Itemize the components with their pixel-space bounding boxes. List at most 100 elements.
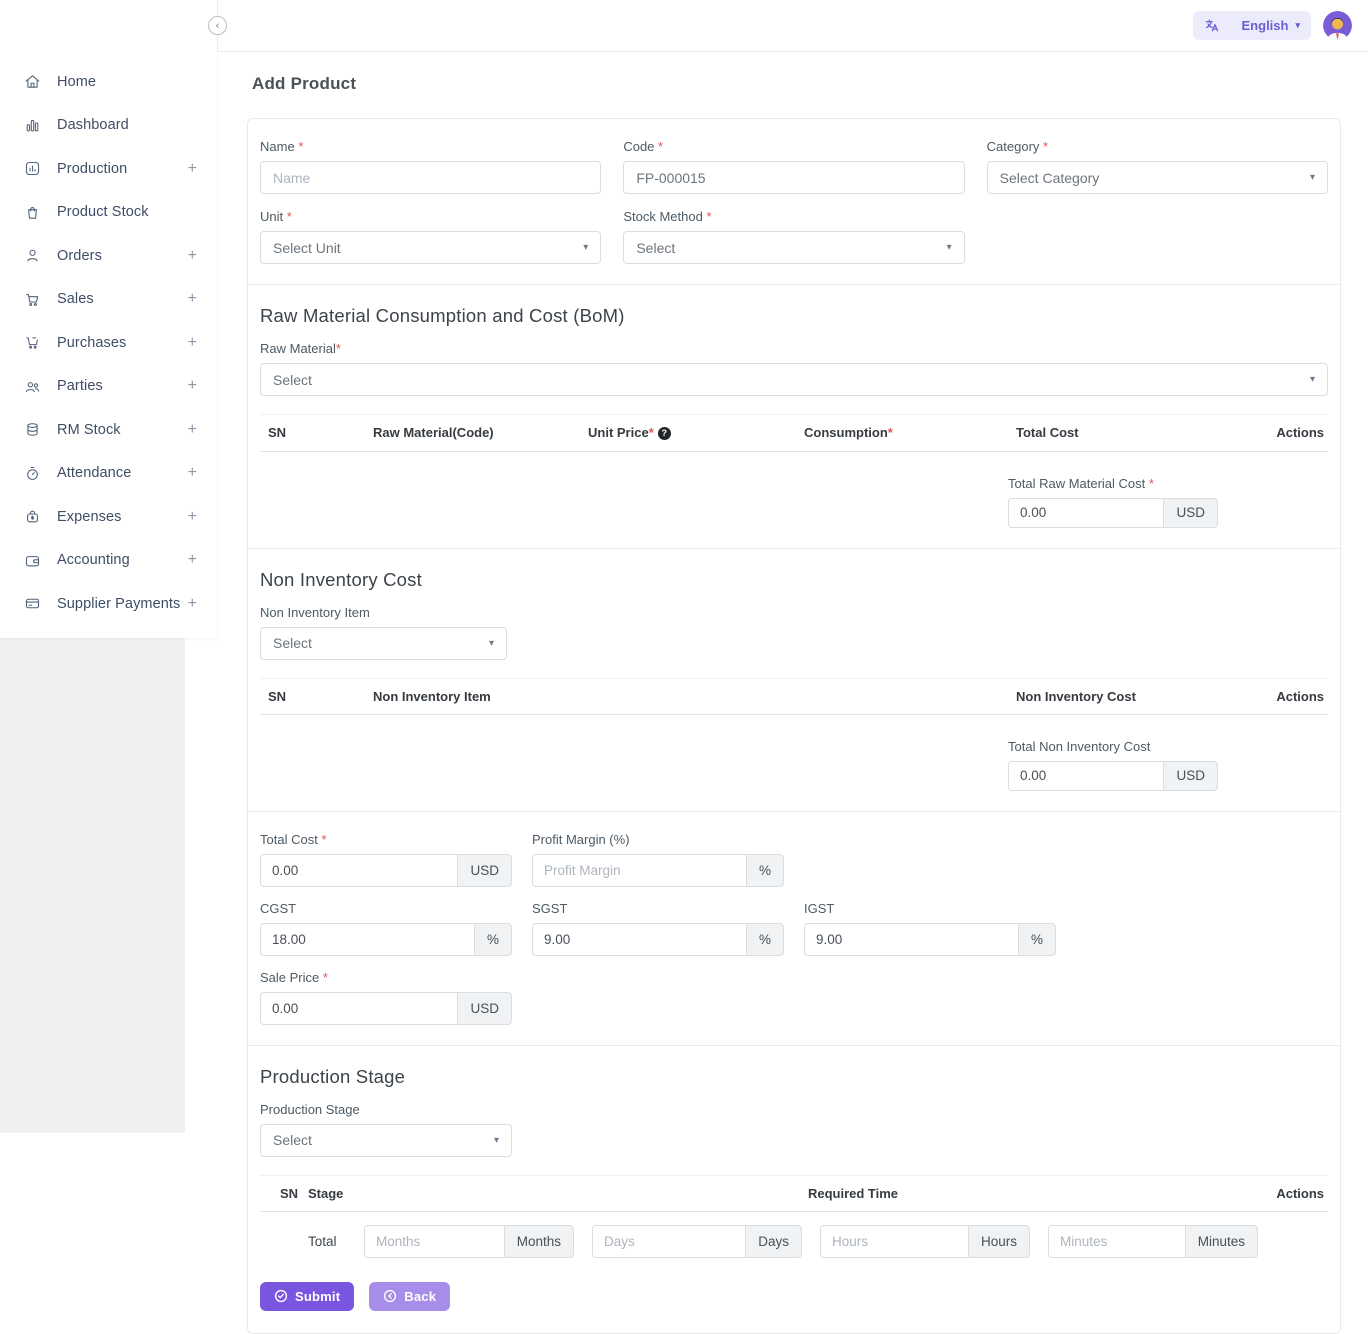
percent-addon: % xyxy=(1018,922,1056,956)
sidebar-item-label: Dashboard xyxy=(57,117,129,134)
sgst-label: SGST xyxy=(532,900,568,916)
unit-select[interactable]: Select Unit ▾ xyxy=(260,231,602,264)
sidebar-item-parties[interactable]: Parties + xyxy=(0,365,217,409)
sale-price-label: Sale Price * xyxy=(260,969,328,985)
top-bar: English ▾ xyxy=(217,0,1368,52)
currency-addon: USD xyxy=(1164,497,1218,528)
bom-table-header: SN Raw Material(Code) Unit Price*? Consu… xyxy=(260,414,1328,452)
raw-material-label: Raw Material* xyxy=(260,341,341,356)
minutes-input[interactable] xyxy=(1048,1224,1186,1258)
currency-addon: USD xyxy=(458,991,512,1025)
production-stage-total-row: Total Months Days Hours Minutes xyxy=(260,1212,1328,1264)
expand-plus-icon[interactable]: + xyxy=(187,507,197,525)
total-cost-input[interactable] xyxy=(260,853,459,887)
check-circle-icon xyxy=(274,1289,288,1303)
total-non-inventory-cost-label: Total Non Inventory Cost xyxy=(1008,738,1151,754)
caret-down-icon: ▾ xyxy=(493,1134,499,1146)
code-input[interactable] xyxy=(623,161,965,194)
expand-plus-icon[interactable]: + xyxy=(187,333,197,351)
igst-input[interactable] xyxy=(804,922,1019,956)
sidebar-item-product-stock[interactable]: Product Stock xyxy=(0,191,217,235)
total-raw-material-cost-field: Total Raw Material Cost * USD xyxy=(1008,476,1218,528)
percent-addon: % xyxy=(746,922,784,956)
sgst-input[interactable] xyxy=(532,922,747,956)
sidebar-item-rm-stock[interactable]: RM Stock + xyxy=(0,408,217,452)
rm-stock-icon xyxy=(24,421,41,438)
sidebar-collapse-button[interactable]: ‹ xyxy=(208,16,227,35)
cgst-label: CGST xyxy=(260,900,297,916)
sale-price-input[interactable] xyxy=(260,991,459,1025)
back-button[interactable]: Back xyxy=(369,1281,451,1311)
submit-button[interactable]: Submit xyxy=(260,1281,355,1311)
cgst-input[interactable] xyxy=(260,922,475,956)
sidebar-item-label: Purchases xyxy=(57,334,127,351)
name-input[interactable] xyxy=(260,161,602,194)
currency-addon: USD xyxy=(458,853,512,887)
expand-plus-icon[interactable]: + xyxy=(187,464,197,482)
sidebar-item-label: Parties xyxy=(57,378,103,395)
production-icon xyxy=(24,160,41,177)
orders-icon xyxy=(24,247,41,264)
section-divider xyxy=(248,810,1340,812)
section-divider xyxy=(248,284,1340,285)
days-input[interactable] xyxy=(592,1224,747,1258)
user-avatar[interactable] xyxy=(1323,11,1352,40)
attendance-icon xyxy=(24,465,41,482)
sidebar-item-home[interactable]: Home xyxy=(0,60,217,104)
add-product-form-card: Name * Code * Category * Select Category… xyxy=(247,118,1341,1334)
info-icon[interactable]: ? xyxy=(657,426,671,440)
sidebar-item-label: Supplier Payments xyxy=(57,595,181,612)
sidebar-item-sales[interactable]: Sales + xyxy=(0,278,217,322)
non-inventory-table-header: SN Non Inventory Item Non Inventory Cost… xyxy=(260,677,1328,715)
sidebar-item-purchases[interactable]: Purchases + xyxy=(0,321,217,365)
expand-plus-icon[interactable]: + xyxy=(187,159,197,177)
expand-plus-icon[interactable]: + xyxy=(187,246,197,264)
sidebar-item-supplier-payments[interactable]: Supplier Payments + xyxy=(0,582,217,626)
section-divider xyxy=(248,547,1340,549)
months-input[interactable] xyxy=(364,1224,505,1258)
sidebar-item-label: Accounting xyxy=(57,552,130,569)
sidebar-item-attendance[interactable]: Attendance + xyxy=(0,452,217,496)
parties-icon xyxy=(24,378,41,395)
expand-plus-icon[interactable]: + xyxy=(187,594,197,612)
sidebar-item-expenses[interactable]: Expenses + xyxy=(0,495,217,539)
caret-down-icon: ▾ xyxy=(488,637,494,649)
stock-method-label: Stock Method * xyxy=(623,209,712,224)
expenses-icon xyxy=(24,508,41,525)
sidebar-item-label: Sales xyxy=(57,291,94,308)
code-label: Code * xyxy=(623,139,664,154)
total-raw-material-cost-label: Total Raw Material Cost * xyxy=(1008,475,1154,491)
hours-input[interactable] xyxy=(820,1224,969,1258)
sidebar-item-accounting[interactable]: Accounting + xyxy=(0,539,217,583)
production-stage-table-header: SN Stage Required Time Actions xyxy=(260,1174,1328,1212)
sidebar-item-orders[interactable]: Orders + xyxy=(0,234,217,278)
sidebar-item-label: Home xyxy=(57,73,97,90)
months-addon: Months xyxy=(504,1224,574,1258)
stock-method-select[interactable]: Select ▾ xyxy=(623,231,965,264)
caret-down-icon: ▾ xyxy=(946,242,952,253)
category-select[interactable]: Select Category ▾ xyxy=(986,161,1328,194)
profit-margin-label: Profit Margin (%) xyxy=(532,831,630,847)
expand-plus-icon[interactable]: + xyxy=(187,377,197,395)
sidebar-item-dashboard[interactable]: Dashboard xyxy=(0,104,217,148)
production-stage-select[interactable]: Select ▾ xyxy=(260,1123,512,1157)
section-divider xyxy=(248,1044,1340,1046)
caret-down-icon: ▾ xyxy=(1309,374,1315,385)
expand-plus-icon[interactable]: + xyxy=(187,290,197,308)
raw-material-select[interactable]: Select ▾ xyxy=(260,363,1328,396)
sidebar-item-production[interactable]: Production + xyxy=(0,147,217,191)
language-selector[interactable]: English ▾ xyxy=(1192,11,1311,40)
non-inventory-section-title: Non Inventory Cost xyxy=(260,568,422,590)
non-inventory-item-select[interactable]: Select ▾ xyxy=(260,626,507,660)
expand-plus-icon[interactable]: + xyxy=(187,551,197,569)
home-icon xyxy=(24,73,41,90)
igst-label: IGST xyxy=(804,900,835,916)
total-raw-material-cost-input[interactable] xyxy=(1008,497,1165,528)
sidebar-item-label: Attendance xyxy=(57,465,132,482)
caret-down-icon: ▾ xyxy=(1309,172,1315,183)
unit-label: Unit * xyxy=(260,209,292,224)
expand-plus-icon[interactable]: + xyxy=(187,420,197,438)
profit-margin-input[interactable] xyxy=(532,853,747,887)
total-non-inventory-cost-input[interactable] xyxy=(1008,760,1165,791)
product-stock-icon xyxy=(24,204,41,221)
